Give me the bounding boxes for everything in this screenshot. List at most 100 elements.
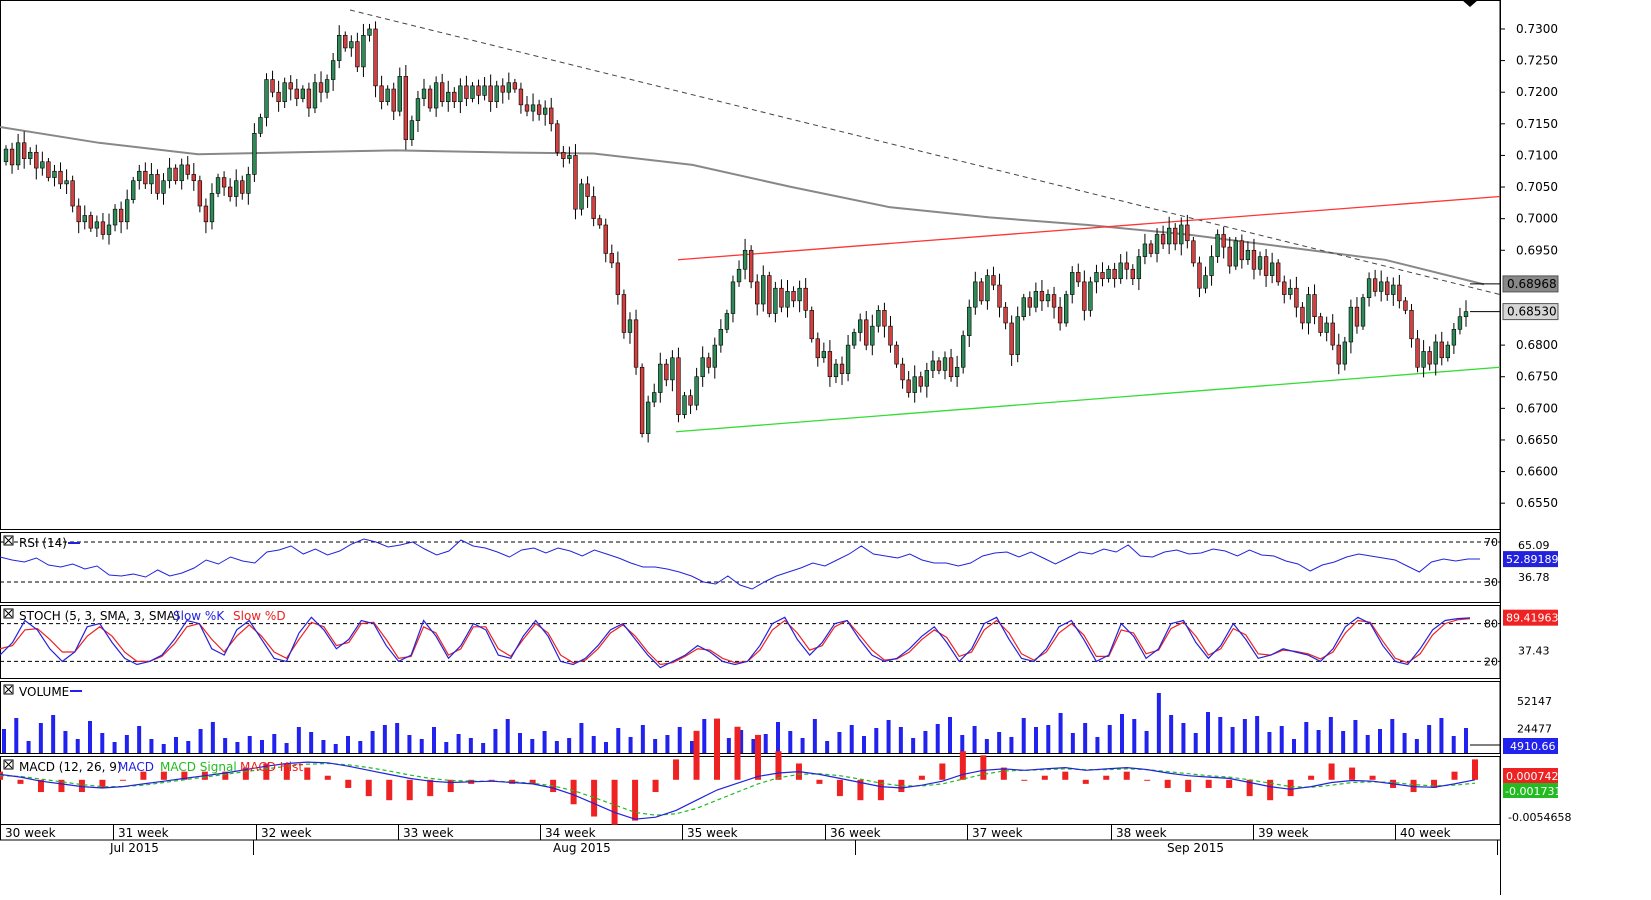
macd-hist-bar (1205, 779, 1212, 788)
volume-bar (1255, 716, 1260, 753)
candle-body (324, 79, 330, 93)
volume-bar (358, 741, 363, 753)
week-label: 34 week (545, 826, 596, 840)
candle-body (930, 360, 936, 371)
volume-tick-label: 24477 (1517, 723, 1552, 736)
candle-body (258, 117, 263, 134)
candle-body (639, 366, 645, 434)
week-label: 37 week (972, 826, 1023, 840)
rsi-aux-label: 65.09 (1518, 539, 1550, 552)
month-label: Aug 2015 (553, 841, 611, 855)
macd-hist-bar (734, 726, 741, 780)
volume-close-x (4, 685, 13, 694)
candle-body (1124, 262, 1129, 270)
candle-body (1451, 329, 1457, 346)
volume-value-text: 4910.66 (1510, 740, 1556, 753)
candle-body (221, 177, 227, 188)
volume-bar (100, 733, 105, 753)
candle-body (536, 104, 542, 115)
macd-hist-bar (283, 763, 290, 780)
candle-body (1445, 344, 1451, 359)
volume-bar (1353, 720, 1358, 753)
macd-hist-bar (857, 779, 864, 801)
candle-body (591, 196, 596, 219)
price-tick-label: 0.7200 (1516, 85, 1558, 99)
candle-body (318, 82, 324, 93)
candle-body (924, 370, 930, 387)
volume-bar (751, 739, 756, 753)
candle-body (58, 170, 63, 185)
macd-hist-bar (345, 779, 352, 788)
candle-body (748, 249, 754, 283)
candle-body (100, 221, 106, 235)
candle-body (888, 325, 893, 346)
candle-body (864, 319, 869, 346)
candle-body (312, 82, 318, 109)
candle-body (488, 85, 493, 102)
candle-body (88, 215, 93, 229)
week-label: 35 week (687, 826, 738, 840)
rsi-level-label: 70 (1484, 536, 1498, 549)
volume-bar (284, 743, 289, 753)
scroll-marker-icon (1462, 0, 1478, 7)
candle-body (1409, 310, 1414, 340)
volume-bar (1279, 726, 1284, 753)
rsi-line (0, 538, 1480, 590)
macd-hist-bar (140, 771, 147, 780)
macd-hist-bar (1041, 775, 1048, 780)
volume-bar (407, 735, 412, 753)
volume-bar (1181, 723, 1186, 753)
candle-body (397, 76, 402, 112)
macd-hist-bar (570, 779, 577, 805)
volume-bar (1058, 713, 1063, 753)
candle-body (1433, 341, 1438, 365)
week-label: 32 week (261, 826, 312, 840)
volume-bar (161, 744, 166, 753)
volume-bar (1390, 719, 1395, 753)
macd-hist-bar (447, 779, 454, 793)
volume-bar (518, 733, 522, 753)
macd-hist-bar (181, 771, 188, 780)
macd-hist-bar (980, 755, 987, 780)
price-tick-label: 0.6950 (1516, 243, 1558, 257)
candle-body (149, 174, 154, 185)
volume-bar (1169, 715, 1174, 753)
volume-bar (604, 742, 608, 753)
candle-body (767, 275, 772, 314)
volume-bar (776, 722, 780, 753)
candle-body (118, 208, 124, 223)
volume-bar (554, 741, 559, 753)
candle-body (730, 281, 736, 314)
candle-body (839, 363, 845, 374)
candle-body (15, 142, 21, 166)
volume-bar (677, 727, 682, 753)
volume-bar (2, 729, 6, 753)
candle-body (1142, 243, 1148, 257)
volume-bar (862, 736, 866, 753)
volume-bar (640, 725, 645, 753)
macd-line (0, 761, 1476, 820)
candle-body (9, 148, 15, 166)
volume-bar (1414, 739, 1419, 753)
macd-signal-value-box (1503, 783, 1558, 798)
candle-body (94, 221, 100, 229)
candle-body (28, 151, 33, 159)
candle-body (627, 319, 633, 333)
volume-bar (628, 737, 633, 753)
candle-body (918, 376, 923, 387)
candle-body (1039, 291, 1045, 302)
rsi-value-box (1503, 551, 1558, 568)
candle-body (173, 167, 178, 182)
macd-hist-bar (406, 779, 413, 801)
price-label-box (1502, 275, 1559, 293)
volume-bar (63, 731, 68, 753)
volume-bar (591, 736, 596, 753)
macd-hist-bar (1226, 779, 1233, 788)
candle-body (1427, 351, 1432, 365)
macd-hist-bar (529, 779, 536, 784)
volume-bar (456, 734, 461, 753)
macd-hist-bar (877, 779, 884, 801)
stoch-level-label: 20 (1484, 655, 1498, 668)
candle-body (555, 123, 560, 153)
